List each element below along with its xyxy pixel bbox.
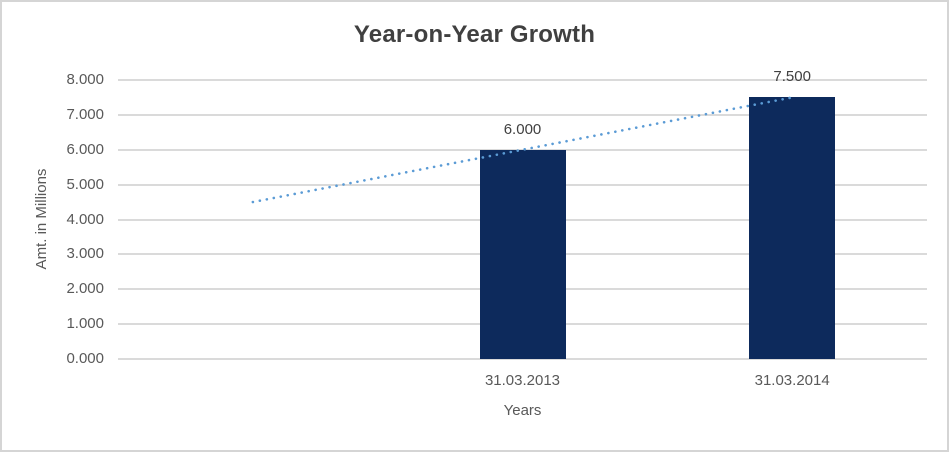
y-tick-label: 0.000 bbox=[66, 350, 104, 367]
bar bbox=[479, 149, 566, 359]
y-tick-label: 4.000 bbox=[66, 210, 104, 228]
gridline bbox=[118, 358, 927, 360]
x-axis-title: Years bbox=[503, 402, 542, 419]
y-tick-label: 6.000 bbox=[66, 140, 104, 158]
gridline bbox=[118, 79, 927, 81]
data-label: 7.500 bbox=[773, 68, 811, 86]
y-tick-label: 3.000 bbox=[66, 245, 104, 263]
chart-title: Year-on-Year Growth bbox=[353, 21, 596, 48]
y-tick-label: 7.000 bbox=[66, 105, 104, 123]
y-tick-label: 5.000 bbox=[66, 175, 104, 193]
data-label: 6.000 bbox=[503, 120, 542, 138]
y-tick-label: 1.000 bbox=[66, 315, 104, 333]
bar bbox=[749, 97, 836, 359]
y-tick-label: 2.000 bbox=[66, 280, 104, 298]
x-tick-label: 31.03.2013 bbox=[484, 372, 561, 389]
y-tick-label: 8.000 bbox=[66, 71, 104, 88]
x-tick-label: 31.03.2014 bbox=[754, 372, 830, 389]
